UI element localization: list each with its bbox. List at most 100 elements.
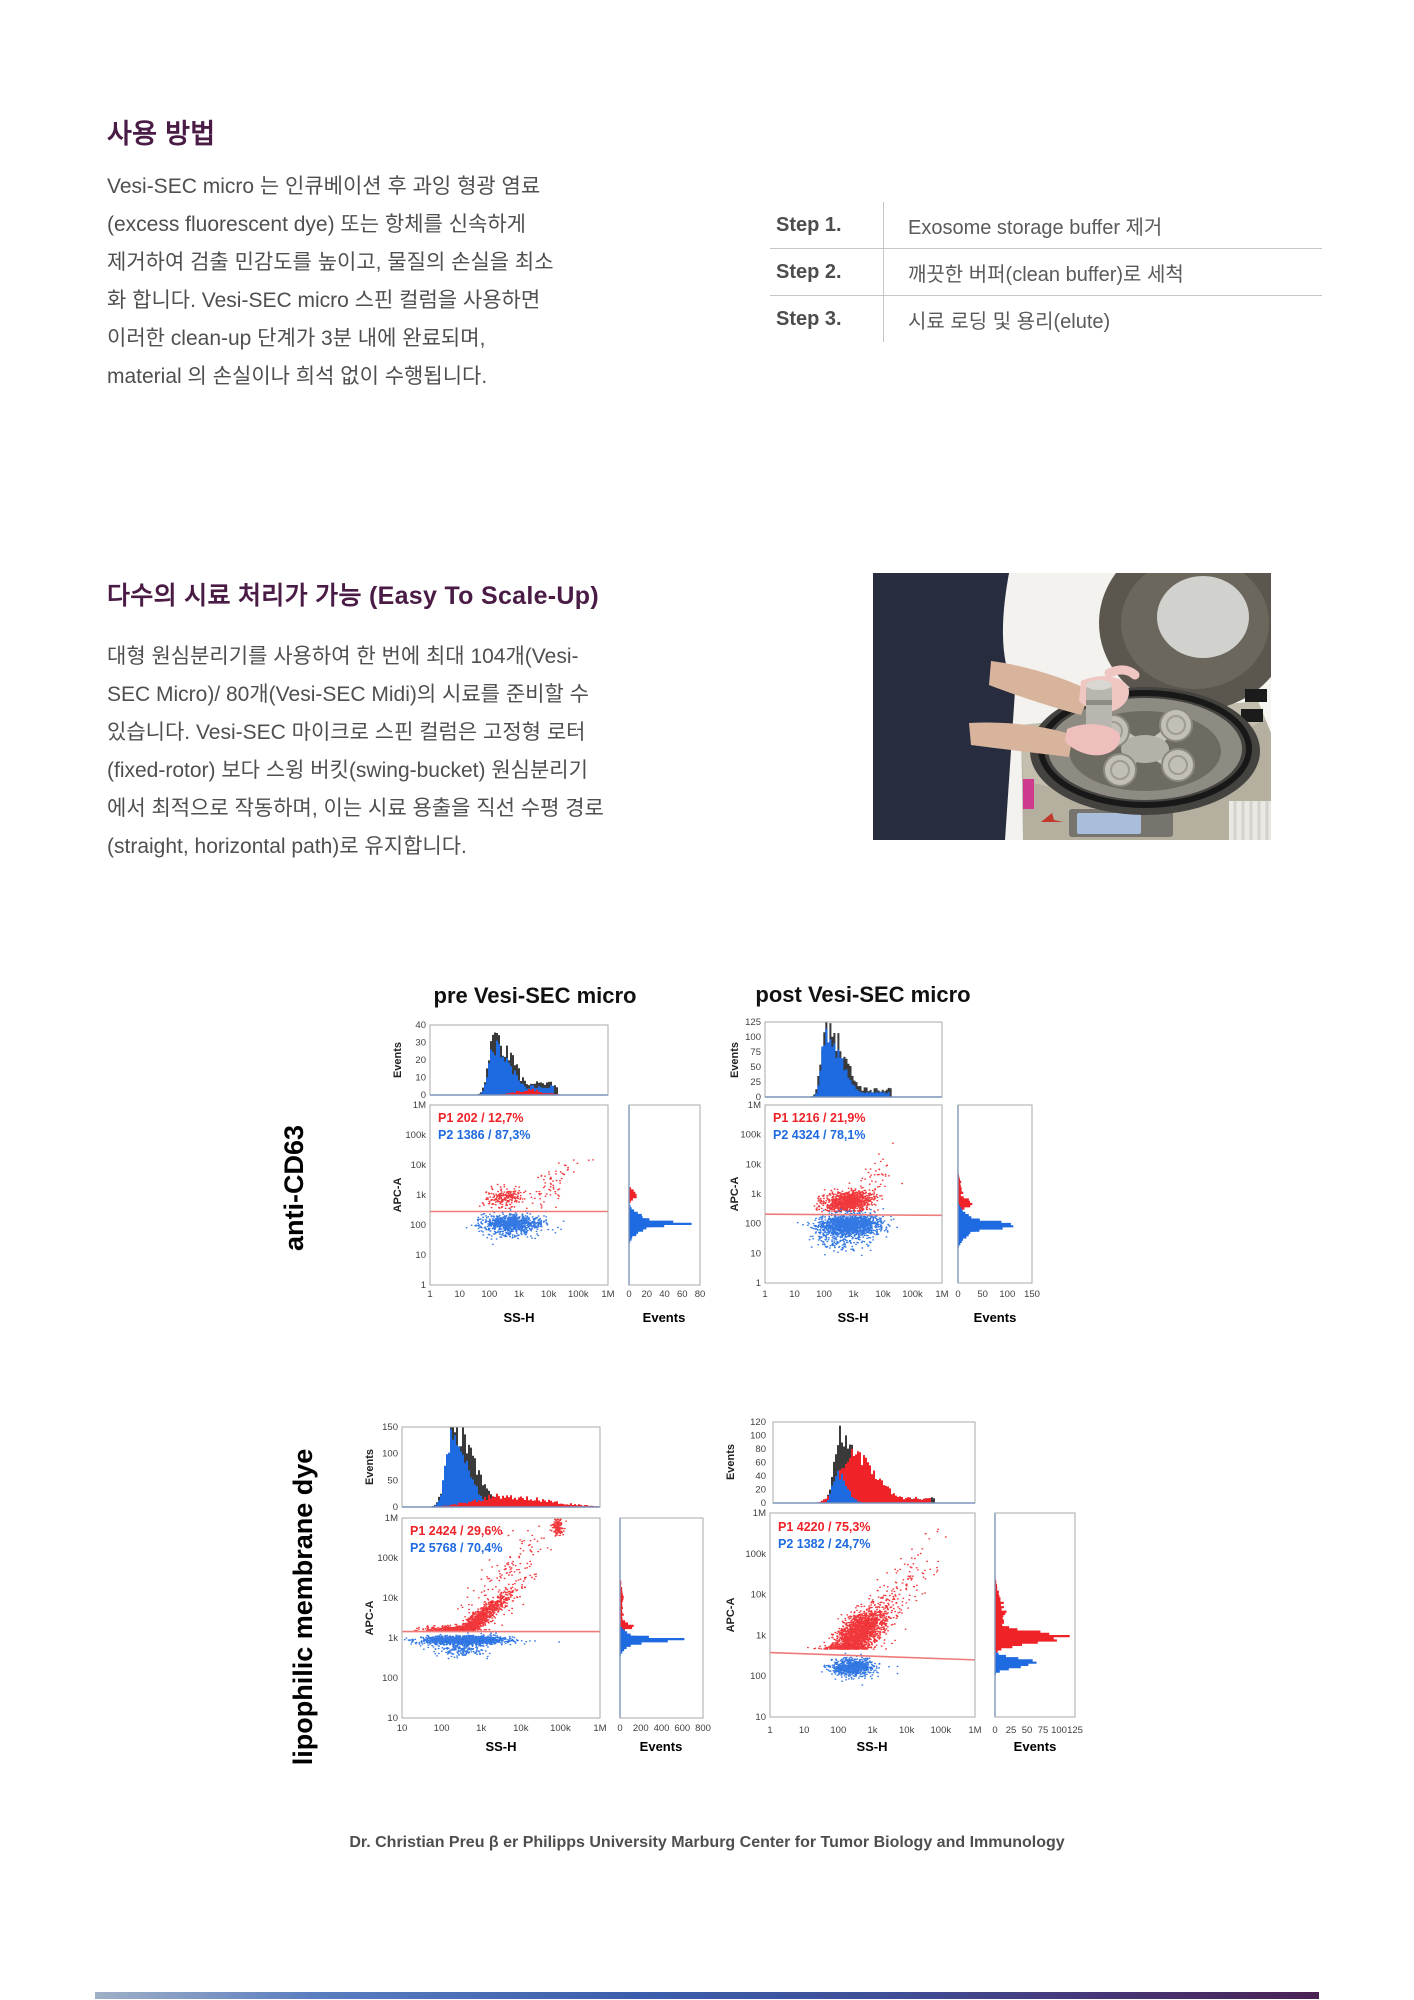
svg-text:0: 0 <box>617 1723 622 1734</box>
centrifuge-bowl <box>1030 687 1260 815</box>
svg-text:0: 0 <box>955 1289 960 1300</box>
svg-text:1k: 1k <box>756 1630 766 1641</box>
row-label: lipophilic membrane dye <box>288 1449 318 1765</box>
svg-text:Events: Events <box>643 1310 686 1325</box>
scatter-plot: P1 202 / 12,7% P2 1386 / 87,3% 1M 100k 10k 1k… <box>392 1100 615 1325</box>
svg-text:1M: 1M <box>968 1725 981 1736</box>
scatter-plot: P1 1216 / 21,9% P2 4324 / 78,1% 1M 100k 10k 1… <box>729 1100 949 1325</box>
top-histogram: 40 30 20 10 0 Events <box>392 1020 609 1101</box>
svg-text:50: 50 <box>1022 1725 1033 1736</box>
gate-stat-p1: P1 1216 / 21,9% <box>773 1111 865 1125</box>
step-text: 시료 로딩 및 용리(elute) <box>883 296 1322 342</box>
svg-text:10k: 10k <box>411 1160 427 1171</box>
centrifuge-photo <box>873 535 1291 840</box>
scaleup-paragraph: 대형 원심분리기를 사용하여 한 번에 최대 104개(Vesi- SEC Mic… <box>107 638 604 866</box>
svg-text:50: 50 <box>750 1062 761 1073</box>
paragraph-line: 이러한 clean-up 단계가 3분 내에 완료되며, <box>107 327 486 350</box>
panel-title: post Vesi-SEC micro <box>755 982 970 1007</box>
svg-text:100: 100 <box>382 1673 398 1684</box>
svg-text:Events: Events <box>640 1739 683 1754</box>
right-histogram: 0 25 50 75 100 125 Events <box>992 1512 1083 1754</box>
svg-text:10k: 10k <box>541 1289 557 1300</box>
svg-text:50: 50 <box>977 1289 988 1300</box>
svg-text:25: 25 <box>750 1077 761 1088</box>
person <box>873 573 1091 840</box>
footer-credit: Dr. Christian Preu β er Philipps Univers… <box>349 1834 1065 1851</box>
svg-text:APC-A: APC-A <box>729 1177 741 1212</box>
svg-text:0: 0 <box>756 1092 761 1103</box>
svg-text:10: 10 <box>397 1723 408 1734</box>
paragraph-line: (fixed-rotor) 보다 스윙 버킷(swing-bucket) 원심분… <box>107 759 588 782</box>
paragraph-line: 화 합니다. Vesi-SEC micro 스핀 컬럼을 사용하면 <box>107 289 541 312</box>
top-histogram: 120 100 80 60 40 20 0 Events <box>725 1417 976 1509</box>
step-row: Step 1. Exosome storage buffer 제거 <box>770 202 1322 249</box>
svg-text:1: 1 <box>421 1280 426 1291</box>
svg-text:10: 10 <box>750 1248 761 1259</box>
svg-text:100: 100 <box>830 1725 846 1736</box>
svg-text:SS-H: SS-H <box>856 1739 887 1754</box>
flow-panel-pre-lipo: lipophilic membrane dye 150 100 50 0 Events P1… <box>255 1393 715 1770</box>
svg-text:1: 1 <box>427 1289 432 1300</box>
svg-text:1k: 1k <box>476 1723 486 1734</box>
step-label: Step 3. <box>776 307 842 330</box>
row-label: anti-CD63 <box>280 1125 309 1251</box>
usage-heading: 사용 방법 <box>107 119 216 149</box>
svg-text:Events: Events <box>729 1042 741 1078</box>
svg-text:1M: 1M <box>413 1100 426 1111</box>
svg-text:0: 0 <box>393 1502 398 1513</box>
paragraph-line: 있습니다. Vesi-SEC 마이크로 스핀 컬럼은 고정형 로터 <box>107 721 586 744</box>
svg-text:800: 800 <box>695 1723 711 1734</box>
tube-rack <box>1229 801 1271 840</box>
svg-text:100k: 100k <box>931 1725 952 1736</box>
flow-panel-pre-cd63: pre Vesi-SEC micro anti-CD63 40 30 20 10 0 Even… <box>279 975 710 1340</box>
svg-text:1k: 1k <box>416 1190 426 1201</box>
svg-text:Events: Events <box>392 1042 404 1078</box>
svg-text:10k: 10k <box>751 1590 767 1601</box>
svg-text:100: 100 <box>1051 1725 1067 1736</box>
svg-text:10: 10 <box>454 1289 465 1300</box>
svg-text:10: 10 <box>415 1073 426 1084</box>
usage-paragraph: Vesi-SEC micro 는 인큐베이션 후 과잉 형광 염료 (excess… <box>107 168 554 396</box>
svg-text:80: 80 <box>695 1289 706 1300</box>
svg-text:200: 200 <box>633 1723 649 1734</box>
paragraph-line: (straight, horizontal path)로 유지합니다. <box>107 835 467 858</box>
top-histogram: 125 100 75 50 25 0 Events <box>729 1017 943 1103</box>
svg-text:100: 100 <box>745 1219 761 1230</box>
svg-text:10: 10 <box>789 1289 800 1300</box>
svg-text:0: 0 <box>761 1498 766 1509</box>
steps-table: Step 1. Exosome storage buffer 제거 Step 2. 깨… <box>770 202 1322 342</box>
svg-text:40: 40 <box>755 1471 766 1482</box>
top-histogram: 150 100 50 0 Events <box>364 1422 601 1513</box>
svg-text:Events: Events <box>974 1310 1017 1325</box>
svg-text:100: 100 <box>410 1220 426 1231</box>
svg-text:1M: 1M <box>593 1723 606 1734</box>
svg-text:SS-H: SS-H <box>485 1739 516 1754</box>
paragraph-line: 에서 최적으로 작동하며, 이는 시료 용출을 직선 수평 경로 <box>107 797 604 820</box>
svg-text:10: 10 <box>415 1250 426 1261</box>
svg-text:30: 30 <box>415 1038 426 1049</box>
svg-text:100k: 100k <box>902 1289 923 1300</box>
bottom-gradient-bar <box>95 1992 1319 1999</box>
svg-text:Events: Events <box>725 1444 737 1480</box>
svg-text:25: 25 <box>1006 1725 1017 1736</box>
gate-line <box>764 1213 943 1217</box>
right-histogram: 0 50 100 150 Events <box>955 1104 1040 1325</box>
right-histogram: 0 200 400 600 800 Events <box>617 1517 711 1754</box>
svg-text:75: 75 <box>750 1047 761 1058</box>
gate-stat-p1: P1 4220 / 75,3% <box>778 1520 870 1534</box>
svg-text:100: 100 <box>750 1431 766 1442</box>
svg-text:100: 100 <box>745 1032 761 1043</box>
step-label: Step 1. <box>776 213 842 236</box>
svg-text:150: 150 <box>382 1422 398 1433</box>
paragraph-line: 대형 원심분리기를 사용하여 한 번에 최대 104개(Vesi- <box>107 645 579 668</box>
scatter-plot: P1 4220 / 75,3% P2 1382 / 24,7% 1M 100k 10k 1… <box>725 1508 982 1754</box>
svg-text:1M: 1M <box>385 1513 398 1524</box>
gate-stat-p2: P2 5768 / 70,4% <box>410 1541 502 1555</box>
svg-text:100k: 100k <box>550 1723 571 1734</box>
svg-text:APC-A: APC-A <box>725 1598 737 1633</box>
svg-text:125: 125 <box>1067 1725 1083 1736</box>
svg-text:10: 10 <box>755 1712 766 1723</box>
svg-text:APC-A: APC-A <box>364 1601 376 1636</box>
centrifuge-lid <box>1099 535 1291 722</box>
paragraph-line: (excess fluorescent dye) 또는 항체를 신속하게 <box>107 213 526 236</box>
